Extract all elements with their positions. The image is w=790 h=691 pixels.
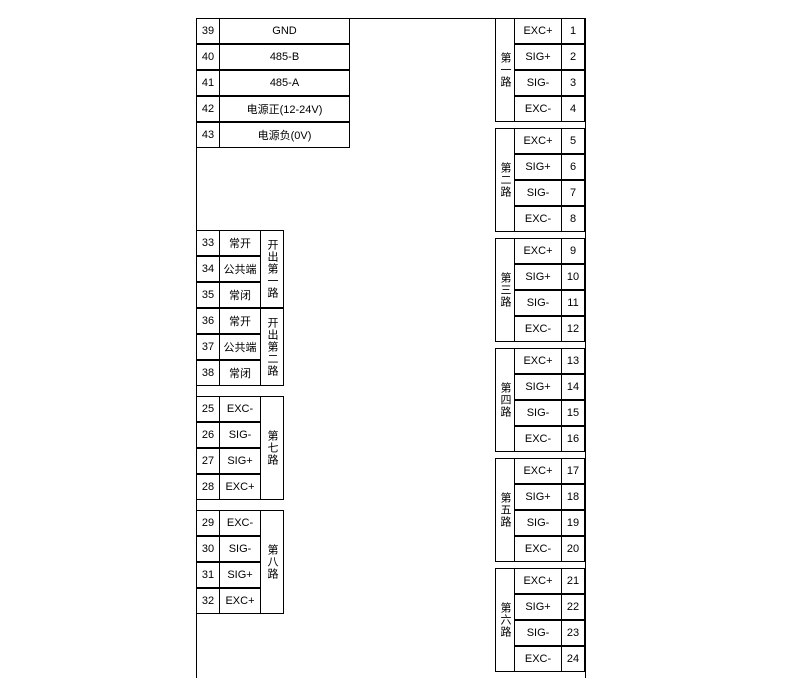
right-pin-signal: SIG- — [514, 620, 562, 646]
right-pin-signal: SIG- — [514, 290, 562, 316]
right-pin-num: 15 — [561, 400, 585, 426]
right-pin-num: 20 — [561, 536, 585, 562]
right-pin-signal: SIG+ — [514, 264, 562, 290]
right-pin-signal: SIG- — [514, 510, 562, 536]
right-group-label: 第六路 — [495, 568, 515, 672]
right-pin-num: 5 — [561, 128, 585, 154]
right-pin-signal: EXC- — [514, 206, 562, 232]
left-group-label: 开出第一路 — [260, 230, 284, 308]
left-group-label: 第八路 — [260, 510, 284, 614]
right-group-label: 第五路 — [495, 458, 515, 562]
right-pin-signal: SIG- — [514, 180, 562, 206]
right-pin-signal: SIG+ — [514, 594, 562, 620]
left-pin-signal: 常闭 — [219, 360, 261, 386]
left-pin-num: 27 — [196, 448, 220, 474]
right-pin-num: 13 — [561, 348, 585, 374]
left-pin-signal: 常开 — [219, 230, 261, 256]
left-pin-signal: EXC+ — [219, 588, 261, 614]
left-pin-num: 30 — [196, 536, 220, 562]
right-pin-signal: EXC- — [514, 96, 562, 122]
right-pin-num: 16 — [561, 426, 585, 452]
right-pin-num: 1 — [561, 18, 585, 44]
left-pin-num: 26 — [196, 422, 220, 448]
right-pin-num: 11 — [561, 290, 585, 316]
top-pin-num: 40 — [196, 44, 220, 70]
left-pin-signal: SIG+ — [219, 448, 261, 474]
right-pin-num: 23 — [561, 620, 585, 646]
right-pin-num: 24 — [561, 646, 585, 672]
left-pin-signal: 常开 — [219, 308, 261, 334]
left-pin-signal: EXC- — [219, 510, 261, 536]
right-pin-num: 14 — [561, 374, 585, 400]
right-pin-signal: SIG+ — [514, 44, 562, 70]
right-group-label: 第二路 — [495, 128, 515, 232]
left-pin-num: 25 — [196, 396, 220, 422]
right-pin-signal: EXC+ — [514, 128, 562, 154]
right-group-label: 第四路 — [495, 348, 515, 452]
left-pin-signal: SIG- — [219, 536, 261, 562]
right-pin-num: 18 — [561, 484, 585, 510]
top-pin-num: 41 — [196, 70, 220, 96]
top-pin-label: 485-B — [219, 44, 350, 70]
right-pin-signal: EXC- — [514, 316, 562, 342]
top-pin-num: 43 — [196, 122, 220, 148]
right-pin-signal: SIG+ — [514, 374, 562, 400]
left-pin-signal: SIG+ — [219, 562, 261, 588]
right-pin-signal: EXC+ — [514, 348, 562, 374]
left-pin-signal: 公共端 — [219, 334, 261, 360]
top-pin-label: 电源负(0V) — [219, 122, 350, 148]
left-pin-num: 32 — [196, 588, 220, 614]
right-pin-signal: EXC- — [514, 536, 562, 562]
right-group-label: 第三路 — [495, 238, 515, 342]
top-pin-num: 39 — [196, 18, 220, 44]
left-pin-num: 33 — [196, 230, 220, 256]
right-pin-num: 8 — [561, 206, 585, 232]
right-pin-signal: EXC+ — [514, 568, 562, 594]
right-pin-signal: EXC- — [514, 426, 562, 452]
top-pin-num: 42 — [196, 96, 220, 122]
right-pin-num: 17 — [561, 458, 585, 484]
right-pin-signal: EXC+ — [514, 238, 562, 264]
left-pin-signal: EXC- — [219, 396, 261, 422]
right-pin-num: 9 — [561, 238, 585, 264]
left-pin-signal: 公共端 — [219, 256, 261, 282]
left-pin-signal: 常闭 — [219, 282, 261, 308]
left-group-label: 开出第二路 — [260, 308, 284, 386]
right-pin-signal: EXC+ — [514, 458, 562, 484]
left-pin-num: 36 — [196, 308, 220, 334]
right-pin-num: 2 — [561, 44, 585, 70]
right-pin-signal: EXC- — [514, 646, 562, 672]
left-pin-num: 38 — [196, 360, 220, 386]
right-pin-num: 10 — [561, 264, 585, 290]
top-pin-label: 485-A — [219, 70, 350, 96]
right-pin-signal: SIG- — [514, 400, 562, 426]
top-pin-label: GND — [219, 18, 350, 44]
left-pin-signal: SIG- — [219, 422, 261, 448]
right-pin-signal: SIG+ — [514, 484, 562, 510]
left-pin-num: 34 — [196, 256, 220, 282]
right-pin-signal: SIG+ — [514, 154, 562, 180]
right-pin-num: 22 — [561, 594, 585, 620]
right-pin-signal: SIG- — [514, 70, 562, 96]
right-pin-num: 19 — [561, 510, 585, 536]
left-pin-num: 37 — [196, 334, 220, 360]
right-pin-num: 7 — [561, 180, 585, 206]
right-pin-signal: EXC+ — [514, 18, 562, 44]
left-pin-num: 31 — [196, 562, 220, 588]
top-pin-label: 电源正(12-24V) — [219, 96, 350, 122]
left-pin-num: 29 — [196, 510, 220, 536]
right-pin-num: 12 — [561, 316, 585, 342]
right-pin-num: 6 — [561, 154, 585, 180]
left-pin-num: 28 — [196, 474, 220, 500]
right-pin-num: 3 — [561, 70, 585, 96]
left-pin-num: 35 — [196, 282, 220, 308]
left-pin-signal: EXC+ — [219, 474, 261, 500]
right-group-label: 第一路 — [495, 18, 515, 122]
right-pin-num: 21 — [561, 568, 585, 594]
left-group-label: 第七路 — [260, 396, 284, 500]
right-pin-num: 4 — [561, 96, 585, 122]
